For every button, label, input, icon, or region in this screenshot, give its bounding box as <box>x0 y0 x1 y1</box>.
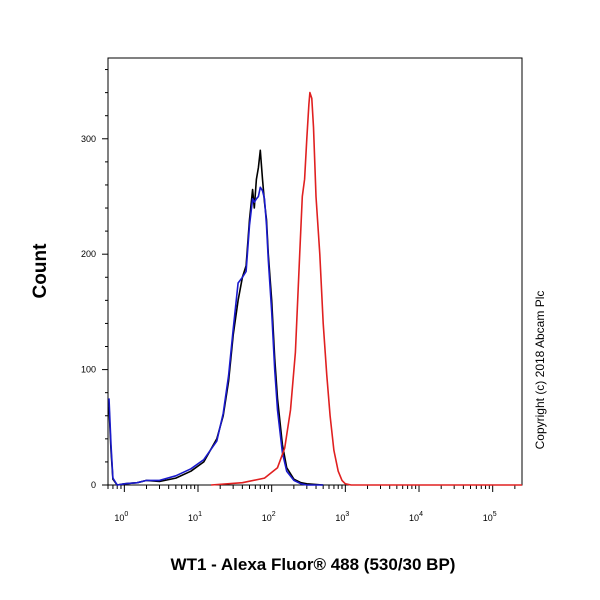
x-tick-base: 10 <box>409 513 419 523</box>
x-tick-exponent: 2 <box>272 511 276 518</box>
y-axis-title: Count <box>30 243 51 299</box>
histogram-line-0 <box>108 149 324 486</box>
histogram-line-2 <box>210 91 522 486</box>
histogram-line-1 <box>108 186 324 486</box>
copyright-annotation: Copyright (c) 2018 Abcam Plc <box>533 291 547 450</box>
x-tick-label: 104 <box>409 511 423 523</box>
plot-area-border <box>107 57 523 486</box>
x-tick-base: 10 <box>114 513 124 523</box>
x-tick-exponent: 0 <box>124 511 128 518</box>
x-axis: 100 101 102 103 104 105 <box>107 485 516 523</box>
x-tick-label: 105 <box>483 511 497 523</box>
x-tick-base: 10 <box>188 513 198 523</box>
x-tick-exponent: 1 <box>198 511 202 518</box>
y-tick-label: 300 <box>81 134 96 144</box>
x-tick-base: 10 <box>335 513 345 523</box>
histogram-series <box>108 91 522 486</box>
x-axis-title: WT1 - Alexa Fluor® 488 (530/30 BP) <box>171 555 456 574</box>
y-tick-label: 100 <box>81 365 96 375</box>
y-tick-label: 200 <box>81 249 96 259</box>
x-tick-base: 10 <box>483 513 493 523</box>
y-axis: 0 100 200 300 <box>81 69 108 490</box>
plot-frame <box>107 57 523 486</box>
y-tick-label: 0 <box>91 480 96 490</box>
x-tick-exponent: 5 <box>493 511 497 518</box>
x-tick-exponent: 4 <box>419 511 423 518</box>
x-tick-label: 100 <box>114 511 128 523</box>
x-tick-base: 10 <box>262 513 272 523</box>
x-tick-label: 102 <box>262 511 276 523</box>
x-tick-exponent: 3 <box>345 511 349 518</box>
x-tick-label: 103 <box>335 511 349 523</box>
x-tick-label: 101 <box>188 511 202 523</box>
